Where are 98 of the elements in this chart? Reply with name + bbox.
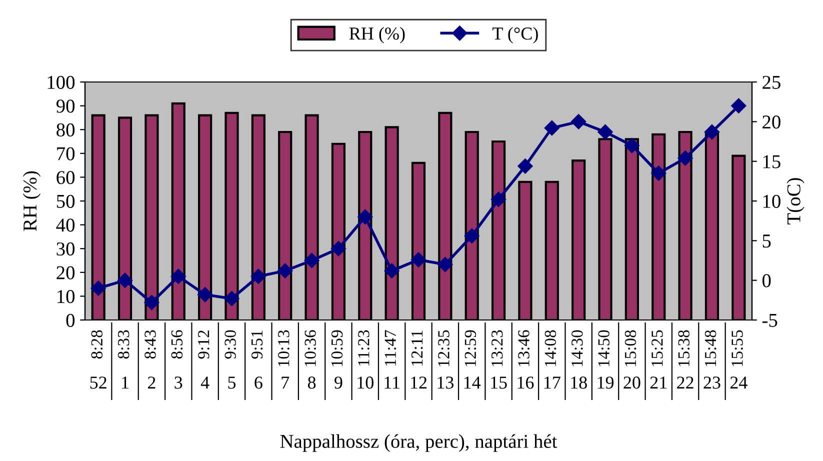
- bar: [598, 138, 612, 320]
- bar: [144, 114, 159, 320]
- bar: [491, 140, 506, 320]
- point: [731, 98, 746, 114]
- x-tick-label: 13:46 16: [518, 330, 534, 389]
- point: [250, 268, 266, 284]
- point: [464, 228, 480, 244]
- bar: [331, 142, 346, 320]
- y-tick-label: 70: [57, 147, 75, 160]
- bar: [384, 126, 399, 320]
- bar: [518, 180, 532, 320]
- x-tick-label: 8:33 1: [118, 330, 130, 389]
- x-tick-label: 15:38 22: [677, 330, 694, 389]
- bar: [464, 130, 479, 320]
- point: [90, 280, 106, 296]
- y-tick-label: 90: [56, 100, 75, 113]
- y-tick-label: 10: [58, 290, 75, 304]
- x-tick-label: 9:12 4: [198, 330, 210, 389]
- bar: [304, 114, 319, 320]
- x-tick-label: 15:48 23: [704, 330, 720, 389]
- y-tick-label: 60: [56, 171, 75, 184]
- bar: [411, 162, 426, 320]
- x-tick-label: 12:35 13: [438, 330, 454, 389]
- y2-tick-label: 15: [763, 155, 780, 168]
- bar: [624, 138, 639, 320]
- point: [117, 272, 133, 288]
- legend-label: T (°C): [492, 26, 538, 44]
- x-tick-label: 8:43 2: [144, 330, 156, 389]
- x-tick-label: 13:23 15: [491, 330, 507, 389]
- y2-tick-label: 20: [762, 115, 780, 129]
- x-tick-label: 15:08 20: [624, 330, 640, 389]
- bar: [251, 114, 266, 320]
- bar: [224, 112, 239, 320]
- point: [278, 263, 293, 278]
- point: [144, 294, 160, 310]
- bar: [678, 130, 692, 320]
- bar: [118, 116, 132, 320]
- bar: [438, 112, 452, 320]
- y2-tick-label: 10: [763, 194, 780, 208]
- legend-label: RH (%): [349, 26, 405, 44]
- y-tick-label: 100: [48, 76, 75, 89]
- point: [197, 287, 213, 302]
- y2-tick-label: 25: [762, 76, 780, 89]
- y2-tick-label: 5: [762, 234, 771, 248]
- point: [651, 166, 666, 181]
- x-axis-title: Nappalhossz (óra, perc), naptári hét: [280, 434, 558, 452]
- x-tick-label: 10:36 8: [304, 330, 316, 389]
- y2-tick-label: 0: [762, 274, 771, 288]
- y-tick-label: 40: [56, 218, 75, 232]
- x-tick-label: 10:59 9: [331, 330, 343, 389]
- point: [358, 209, 373, 224]
- x-tick-label: 14:30 18: [571, 330, 587, 389]
- point: [518, 158, 533, 174]
- y-tick-label: 20: [56, 266, 75, 280]
- x-tick-label: 14:08 17: [544, 330, 560, 389]
- y-axis-title: RH (%): [22, 171, 41, 231]
- point: [571, 114, 586, 130]
- point: [624, 138, 640, 154]
- x-tick-label: 11:47 11: [384, 330, 400, 389]
- point: [304, 252, 320, 268]
- bar: [732, 154, 746, 320]
- point: [384, 263, 400, 278]
- x-tick-label: 12:59 14: [464, 330, 481, 389]
- bar: [572, 159, 586, 320]
- point: [704, 124, 720, 140]
- x-tick-label: 14:50 19: [598, 330, 614, 389]
- point: [544, 120, 560, 136]
- bar: [198, 114, 212, 320]
- point: [224, 291, 240, 306]
- x-tick-label: 11:23 10: [358, 330, 374, 389]
- bar: [704, 130, 720, 320]
- point: [490, 192, 506, 207]
- x-tick-label: 12:11 12: [411, 330, 427, 389]
- bar: [358, 130, 372, 320]
- x-tick-label: 9:30 5: [224, 330, 236, 389]
- bar: [171, 102, 186, 320]
- x-tick-label: 8:28 52: [90, 330, 106, 389]
- point: [330, 241, 346, 256]
- bar: [278, 130, 292, 320]
- y2-axis-title: T(oC): [786, 178, 804, 224]
- y-tick-label: 30: [56, 242, 75, 256]
- point: [410, 252, 426, 268]
- bar: [652, 133, 666, 320]
- y-tick-label: 0: [66, 314, 75, 327]
- x-tick-label: 15:25 21: [650, 330, 667, 389]
- x-tick-label: 15:55 24: [730, 330, 748, 389]
- y2-tick-label: -5: [762, 314, 778, 327]
- x-tick-label: 10:13 7: [278, 330, 290, 389]
- y-tick-label: 50: [56, 194, 75, 208]
- point: [170, 268, 186, 284]
- bar: [91, 114, 106, 320]
- x-tick-label: 8:56 3: [171, 330, 183, 389]
- bar: [544, 180, 559, 320]
- y-tick-label: 80: [56, 123, 75, 137]
- point: [438, 256, 453, 272]
- point: [598, 124, 613, 140]
- point: [678, 150, 693, 166]
- x-tick-label: 9:51 6: [251, 330, 263, 389]
